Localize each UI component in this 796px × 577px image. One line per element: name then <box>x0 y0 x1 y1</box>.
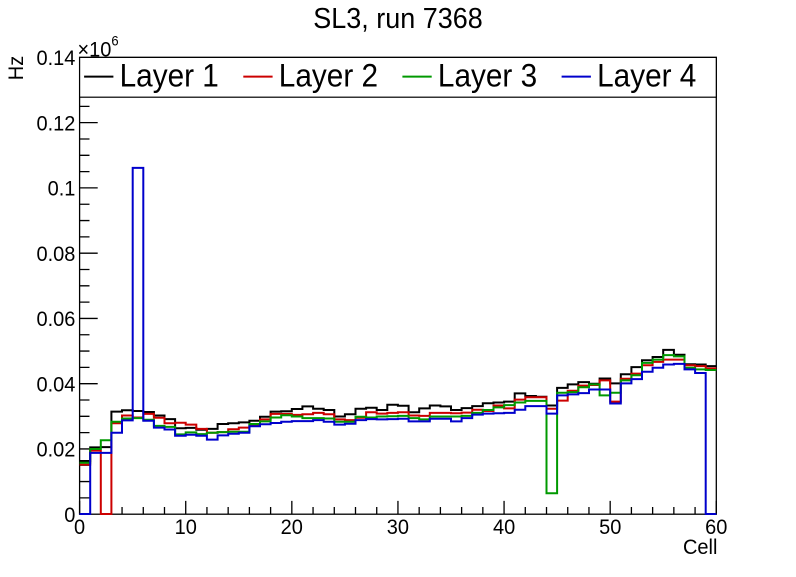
svg-text:0.08: 0.08 <box>36 242 75 266</box>
svg-text:0: 0 <box>64 503 75 527</box>
svg-text:SL3, run 7368: SL3, run 7368 <box>313 2 482 34</box>
svg-text:Layer 1: Layer 1 <box>120 57 219 93</box>
svg-text:30: 30 <box>387 515 409 539</box>
svg-text:60: 60 <box>705 515 727 539</box>
svg-text:Cell: Cell <box>683 535 717 559</box>
svg-text:0.02: 0.02 <box>36 438 75 462</box>
svg-text:0.12: 0.12 <box>36 112 75 136</box>
svg-text:50: 50 <box>599 515 621 539</box>
svg-text:0.06: 0.06 <box>36 308 75 332</box>
svg-text:Layer 2: Layer 2 <box>279 57 378 93</box>
svg-text:20: 20 <box>281 515 303 539</box>
svg-text:Layer 3: Layer 3 <box>438 57 537 93</box>
svg-text:40: 40 <box>493 515 515 539</box>
svg-text:0.14: 0.14 <box>36 47 75 71</box>
svg-text:Layer 4: Layer 4 <box>597 57 696 93</box>
svg-text:0.1: 0.1 <box>48 177 76 201</box>
svg-text:Hz: Hz <box>4 56 28 80</box>
svg-text:0: 0 <box>74 515 85 539</box>
svg-text:0.04: 0.04 <box>36 373 75 397</box>
svg-text:10: 10 <box>175 515 197 539</box>
